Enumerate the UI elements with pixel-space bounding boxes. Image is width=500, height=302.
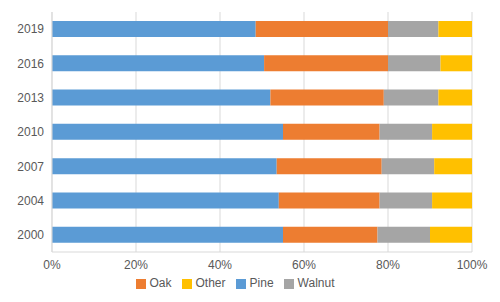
svg-text:2016: 2016 bbox=[17, 57, 44, 71]
svg-text:2010: 2010 bbox=[17, 125, 44, 139]
svg-text:20%: 20% bbox=[124, 258, 148, 272]
svg-text:40%: 40% bbox=[208, 258, 232, 272]
svg-text:2007: 2007 bbox=[17, 160, 44, 174]
svg-text:2004: 2004 bbox=[17, 194, 44, 208]
html-text:Other: Other bbox=[195, 276, 226, 290]
svg-text:2013: 2013 bbox=[17, 91, 44, 105]
html-text:Oak: Oak bbox=[149, 276, 172, 290]
html-text:Pine: Pine bbox=[249, 276, 274, 290]
svg-text:2000: 2000 bbox=[17, 228, 44, 242]
svg-text:2019: 2019 bbox=[17, 22, 44, 36]
svg-text:0%: 0% bbox=[43, 258, 61, 272]
html-text:Walnut: Walnut bbox=[297, 276, 335, 290]
svg-text:80%: 80% bbox=[376, 258, 400, 272]
svg-text:100%: 100% bbox=[457, 258, 488, 272]
svg-text:60%: 60% bbox=[292, 258, 316, 272]
